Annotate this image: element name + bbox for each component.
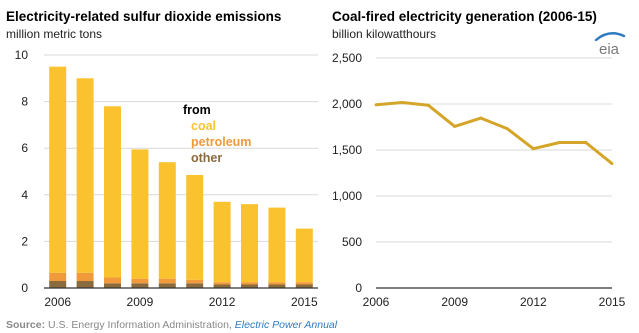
legend-coal: coal <box>191 119 216 133</box>
so2-bars <box>49 66 313 288</box>
so2-y-tick-label: 8 <box>21 95 28 109</box>
bar-segment-petroleum <box>49 272 67 282</box>
coal-data-point <box>453 125 457 128</box>
coal-generation-chart: Coal-fired electricity generation (2006-… <box>332 9 626 309</box>
bar-segment-petroleum <box>104 277 121 284</box>
coal-y-tick-label: 0 <box>355 281 362 295</box>
coal-generation-points <box>374 101 614 166</box>
source-label: Source: <box>6 319 45 331</box>
bar-segment-coal <box>268 207 286 283</box>
so2-x-tick-label: 2009 <box>127 295 154 309</box>
coal-data-point <box>374 103 378 107</box>
coal-data-point <box>427 103 430 107</box>
bar-segment-coal <box>186 174 204 280</box>
bar-segment-petroleum <box>213 282 231 285</box>
so2-x-tick-label: 2012 <box>209 295 236 309</box>
coal-x-tick-label: 2009 <box>441 295 468 309</box>
source-text: U.S. Energy Information Administration, <box>45 319 235 331</box>
so2-y-tick-label: 10 <box>15 48 29 62</box>
bar-segment-petroleum <box>268 282 286 285</box>
coal-x-tick-label: 2006 <box>363 295 390 309</box>
so2-chart: Electricity-related sulfur dioxide emiss… <box>6 9 318 309</box>
bar-segment-other <box>213 284 231 288</box>
coal-y-tick-label: 500 <box>342 235 362 249</box>
so2-legend: from coal petroleum other <box>183 103 251 165</box>
so2-y-tick-label: 6 <box>21 141 28 155</box>
coal-y-tick-labels: 0 500 1,000 1,500 2,000 2,500 <box>332 51 362 295</box>
bar-segment-other <box>268 284 286 288</box>
coal-data-point <box>558 141 561 144</box>
bar-segment-coal <box>158 162 176 279</box>
bar-segment-coal <box>104 106 121 278</box>
bar-segment-other <box>295 284 313 288</box>
bar-segment-coal <box>241 204 258 283</box>
coal-x-tick-labels: 2006 2009 2012 2015 <box>363 295 626 309</box>
eia-logo-swoosh <box>594 32 626 42</box>
coal-generation-line <box>375 101 613 165</box>
so2-y-tick-label: 2 <box>21 234 28 248</box>
source-note: Source: U.S. Energy Information Administ… <box>6 319 338 331</box>
coal-data-point <box>400 101 404 104</box>
bar-segment-petroleum <box>241 282 258 285</box>
bar-segment-other <box>241 284 258 288</box>
coal-y-tick-label: 2,000 <box>332 97 362 111</box>
legend-petroleum: petroleum <box>191 135 251 149</box>
bar-segment-other <box>186 283 204 288</box>
bar-segment-other <box>49 281 67 288</box>
coal-chart-subtitle: billion kilowatthours <box>332 27 436 41</box>
bar-segment-coal <box>213 201 231 283</box>
bar-segment-petroleum <box>186 279 204 284</box>
coal-data-point <box>505 127 509 130</box>
bar-segment-coal <box>131 149 149 279</box>
bar-segment-other <box>104 283 121 288</box>
so2-chart-title: Electricity-related sulfur dioxide emiss… <box>6 9 281 24</box>
source-link[interactable]: Electric Power Annual <box>235 319 338 331</box>
so2-y-tick-label: 4 <box>21 188 28 202</box>
coal-y-tick-label: 1,000 <box>332 189 362 203</box>
coal-x-tick-label: 2015 <box>599 295 626 309</box>
so2-x-tick-labels: 2006 2009 2012 2015 <box>44 295 318 309</box>
coal-gridlines <box>376 57 612 243</box>
coal-x-tick-label: 2012 <box>520 295 547 309</box>
so2-x-tick-label: 2006 <box>44 295 71 309</box>
so2-y-tick-label: 0 <box>21 281 28 295</box>
bar-segment-other <box>131 283 149 288</box>
coal-y-tick-label: 2,500 <box>332 51 362 65</box>
bar-segment-petroleum <box>131 278 149 284</box>
eia-logo-text: eia <box>599 41 620 58</box>
bar-segment-petroleum <box>76 272 94 282</box>
bar-segment-coal <box>76 78 94 273</box>
coal-data-point <box>531 147 535 151</box>
bar-segment-other <box>76 281 94 288</box>
coal-data-point <box>584 141 588 144</box>
legend-title: from <box>183 103 211 117</box>
bar-segment-coal <box>295 228 313 283</box>
legend-other: other <box>191 151 222 165</box>
so2-y-tick-labels: 0 2 4 6 8 10 <box>15 48 29 295</box>
so2-chart-subtitle: million metric tons <box>6 27 102 41</box>
bar-segment-other <box>158 283 176 288</box>
so2-x-tick-label: 2015 <box>291 295 318 309</box>
bar-segment-petroleum <box>295 282 313 285</box>
bar-segment-petroleum <box>158 278 176 284</box>
coal-y-tick-label: 1,500 <box>332 143 362 157</box>
coal-chart-title: Coal-fired electricity generation (2006-… <box>332 9 597 24</box>
eia-logo: eia <box>594 32 626 58</box>
coal-data-point <box>479 116 483 120</box>
bar-segment-coal <box>49 66 67 273</box>
coal-data-point <box>610 162 614 166</box>
